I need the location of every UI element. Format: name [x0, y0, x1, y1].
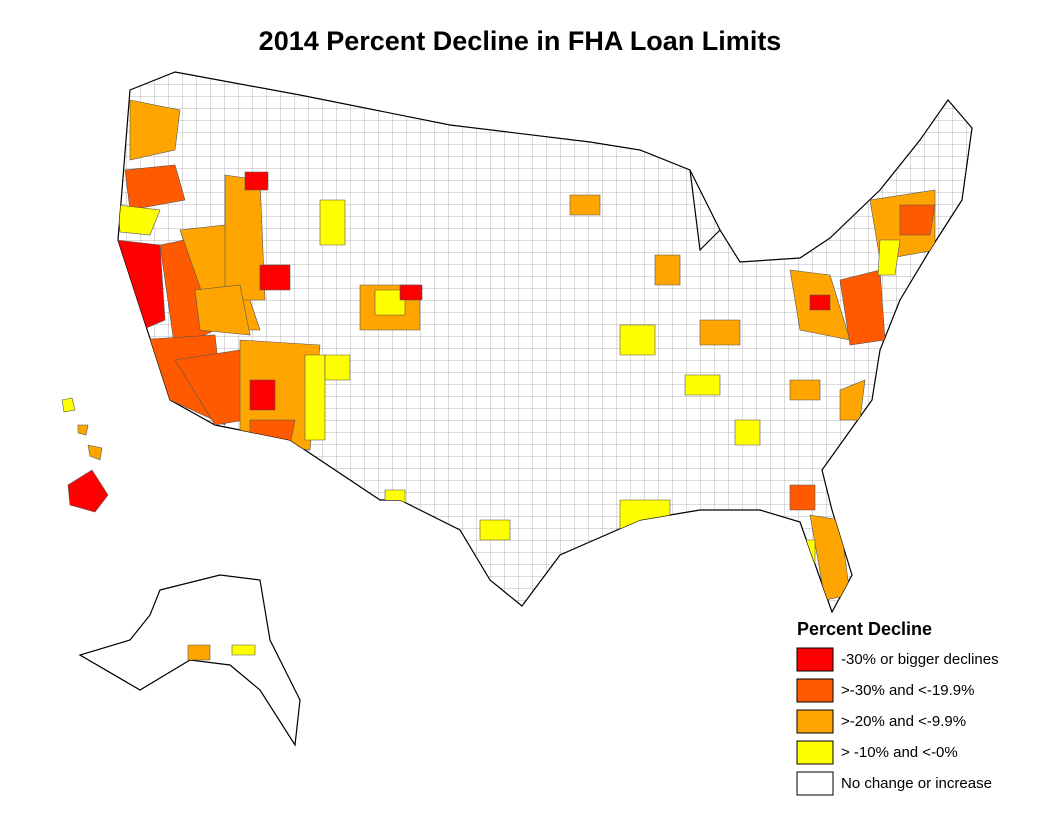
legend-label: >-30% and <-19.9% [841, 682, 974, 699]
alaska [78, 574, 301, 747]
legend-label: >-20% and <-9.9% [841, 713, 966, 730]
contiguous-us [117, 71, 973, 614]
legend-label: -30% or bigger declines [841, 651, 999, 668]
legend-label: > -10% and <-0% [841, 744, 958, 761]
legend-swatch [796, 709, 834, 734]
legend-swatch [796, 678, 834, 703]
legend: Percent Decline -30% or bigger declines >… [796, 619, 999, 796]
legend-swatch [796, 740, 834, 765]
legend-swatch [796, 771, 834, 796]
hawaii [61, 397, 109, 513]
legend-swatch [796, 647, 834, 672]
legend-title: Percent Decline [797, 619, 932, 639]
legend-label: No change or increase [841, 775, 992, 792]
map-title: 2014 Percent Decline in FHA Loan Limits [259, 26, 782, 56]
